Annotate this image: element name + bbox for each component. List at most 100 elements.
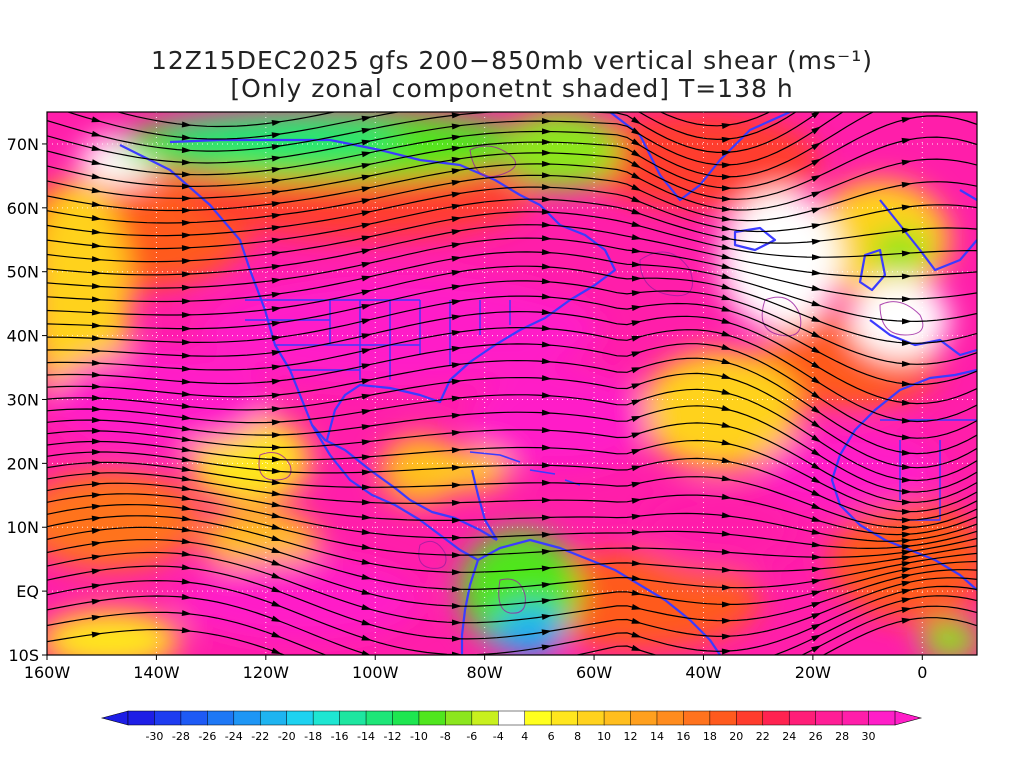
lon-tick-label: 80W	[467, 663, 503, 682]
streamline-arrow	[91, 309, 102, 316]
streamline-arrow	[721, 317, 732, 324]
streamline-arrow	[631, 335, 642, 342]
streamline-arrow	[451, 329, 462, 336]
streamline-arrow	[631, 234, 642, 241]
streamline-arrow	[271, 225, 282, 232]
south-america-outline	[460, 538, 721, 655]
streamline-arrow	[271, 547, 282, 553]
streamline	[47, 538, 977, 607]
streamline-arrow	[811, 315, 822, 323]
latitude-axis: 70N 60N 50N 40N 30N 20N 10N EQ 10S	[7, 135, 47, 665]
streamline-arrow	[451, 395, 462, 402]
colorbar-label: -26	[198, 730, 216, 743]
streamline	[47, 388, 977, 482]
streamline	[47, 405, 977, 493]
streamline-arrow	[721, 648, 732, 655]
streamline-arrow	[901, 517, 912, 524]
colorbar-label: -24	[225, 730, 243, 743]
streamline-arrow	[631, 275, 642, 282]
streamline-arrow	[721, 215, 732, 222]
streamline-arrow	[181, 258, 192, 265]
shear-streamlines	[47, 95, 977, 688]
streamline-arrow	[541, 497, 552, 504]
streamline-arrow	[901, 399, 912, 406]
caribbean-islands	[469, 451, 581, 486]
streamline-arrow	[271, 631, 282, 638]
streamline-arrow	[271, 586, 282, 593]
streamline-arrow	[811, 361, 822, 369]
lon-tick-label: 160W	[24, 663, 71, 682]
streamline-arrow	[721, 344, 732, 350]
streamline-arrow	[901, 476, 912, 483]
streamline-arrow	[451, 602, 462, 609]
streamline-arrow	[91, 371, 102, 378]
streamline-arrow	[362, 103, 372, 109]
streamline	[47, 310, 977, 405]
colorbar-label: -28	[172, 730, 190, 743]
streamline-arrow	[631, 290, 642, 297]
streamline-arrow	[811, 346, 822, 354]
streamline-arrow	[271, 512, 282, 519]
streamline	[47, 112, 820, 153]
streamline-arrow	[271, 406, 282, 413]
streamline-arrow	[631, 184, 642, 191]
streamline-arrow	[271, 291, 282, 298]
streamline-arrow	[631, 160, 642, 169]
streamline-arrow	[901, 524, 912, 531]
lat-tick-label: 40N	[7, 327, 39, 346]
streamline-arrow	[181, 219, 192, 226]
lat-tick-label: 70N	[7, 135, 39, 154]
streamline-arrow	[811, 238, 822, 245]
colorbar-label: 14	[650, 730, 664, 743]
streamline-arrow	[541, 341, 552, 348]
streamline	[47, 357, 977, 455]
streamline-arrow	[451, 203, 462, 210]
streamline-arrow	[451, 345, 462, 352]
streamline-arrow	[721, 548, 732, 555]
streamline-arrow	[541, 249, 552, 256]
streamline	[47, 493, 977, 550]
greenland-outline	[609, 112, 791, 202]
streamline-arrow	[361, 604, 372, 610]
streamline-arrow	[541, 392, 552, 399]
streamline-arrow	[811, 502, 822, 510]
streamline-arrow	[541, 444, 552, 451]
streamline-arrow	[811, 142, 822, 151]
streamline-arrow	[451, 255, 462, 262]
colorbar-label: -6	[466, 730, 477, 743]
streamline-arrow	[541, 172, 552, 179]
streamline-arrow	[631, 631, 642, 638]
streamline-arrow	[541, 548, 552, 555]
streamline-arrow	[631, 416, 642, 422]
streamline-arrow	[181, 311, 192, 318]
streamline-arrow	[271, 212, 282, 219]
streamline-arrow	[361, 348, 372, 355]
streamline-arrow	[631, 320, 642, 327]
streamline-arrow	[451, 534, 462, 541]
streamline-arrow	[811, 331, 822, 338]
streamline-arrow	[271, 501, 282, 508]
streamline-arrow	[361, 174, 372, 181]
streamline	[47, 295, 977, 386]
us-interior-borders	[245, 299, 511, 380]
streamline-arrow	[361, 222, 372, 229]
streamline-arrow	[361, 333, 372, 340]
streamline-arrow	[901, 273, 912, 280]
streamline	[65, 112, 797, 141]
streamline-arrow	[811, 95, 821, 103]
streamline-arrow	[451, 179, 462, 186]
streamline-arrow	[541, 235, 552, 242]
streamline-arrow	[451, 499, 462, 506]
longitude-axis: 160W 140W 120W 100W 80W 60W 40W 20W 0	[24, 655, 927, 682]
streamline-arrow	[361, 235, 372, 242]
streamline-arrow	[452, 682, 462, 688]
streamline-arrow	[361, 619, 372, 626]
colorbar-bin	[418, 710, 446, 726]
streamline	[47, 158, 977, 212]
streamline-arrow	[901, 159, 912, 166]
streamline-arrow	[721, 373, 732, 379]
streamline-arrow	[271, 320, 282, 327]
streamline-arrow	[271, 189, 282, 196]
colorbar-bin	[550, 710, 579, 726]
colorbar-label: 28	[835, 730, 849, 743]
